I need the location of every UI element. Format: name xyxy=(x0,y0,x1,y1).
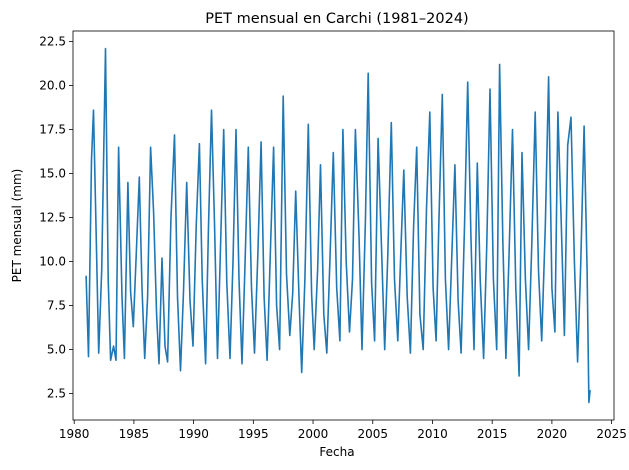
y-tick-label: 2.5 xyxy=(47,387,66,401)
x-tick-label: 2025 xyxy=(596,427,627,441)
y-tick-label: 5.0 xyxy=(47,343,66,357)
y-tick-label: 15.0 xyxy=(39,167,66,181)
x-tick-label: 1995 xyxy=(238,427,269,441)
y-tick-label: 20.0 xyxy=(39,79,66,93)
x-tick-label: 1985 xyxy=(119,427,150,441)
x-axis-label: Fecha xyxy=(319,445,354,459)
y-tick-label: 12.5 xyxy=(39,211,66,225)
series-line-pet xyxy=(85,47,591,404)
y-axis: 2.5 5.0 7.5 10.0 12.5 15.0 17.5 20.0 22.5 xyxy=(39,35,73,401)
plot-area xyxy=(72,30,615,421)
axes-frame xyxy=(72,30,615,421)
x-tick-label: 1990 xyxy=(178,427,209,441)
x-tick-label: 2020 xyxy=(537,427,568,441)
x-tick-label: 2015 xyxy=(477,427,508,441)
x-axis: 1980 1985 1990 1995 2000 2005 2010 2015 2020 2025 xyxy=(59,420,627,441)
x-tick-label: 1980 xyxy=(59,427,90,441)
x-tick-label: 2010 xyxy=(417,427,448,441)
x-tick-label: 2005 xyxy=(357,427,388,441)
y-tick-label: 10.0 xyxy=(39,255,66,269)
y-tick-label: 7.5 xyxy=(47,299,66,313)
x-tick-label: 2000 xyxy=(298,427,329,441)
chart-title: PET mensual en Carchi (1981–2024) xyxy=(205,11,468,27)
y-tick-label: 17.5 xyxy=(39,123,66,137)
y-axis-label: PET mensual (mm) xyxy=(10,169,24,283)
y-tick-label: 22.5 xyxy=(39,35,66,49)
